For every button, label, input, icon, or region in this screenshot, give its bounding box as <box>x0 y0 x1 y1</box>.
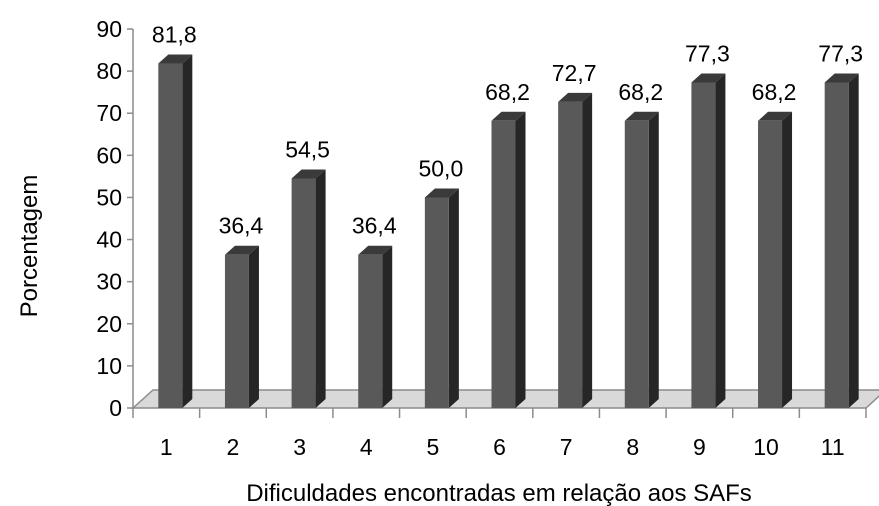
bar-top <box>291 169 326 179</box>
y-tick-label: 10 <box>96 353 122 379</box>
data-label: 36,4 <box>219 213 264 239</box>
bars <box>158 54 859 409</box>
bar-front <box>558 101 583 408</box>
bar-top <box>824 73 859 83</box>
x-tick-label: 3 <box>293 434 306 460</box>
bar-front <box>291 178 316 408</box>
bar-top <box>224 245 259 255</box>
bar <box>691 73 726 408</box>
bar-top <box>558 92 593 102</box>
data-labels: 81,8 36,4 54,5 36,4 50,0 68,2 72,7 68,2 77,3 68,2… <box>152 22 863 239</box>
data-label: 50,0 <box>418 155 463 181</box>
bar-front <box>424 197 449 408</box>
x-tick-label: 7 <box>560 434 573 460</box>
bar-side <box>848 73 859 408</box>
y-tick-label: 40 <box>96 227 122 253</box>
data-label: 77,3 <box>685 40 730 66</box>
x-axis-title: Dificuldades encontradas em relação aos … <box>246 480 752 506</box>
bar <box>158 54 193 408</box>
bar-side <box>515 111 526 409</box>
bar-side <box>182 54 193 408</box>
bar <box>491 111 526 409</box>
x-tick-label: 1 <box>160 434 173 460</box>
bar-top <box>691 73 726 83</box>
x-tick-label: 2 <box>227 434 240 460</box>
y-tick-label: 80 <box>96 58 122 84</box>
bar-front <box>624 120 649 409</box>
bar-top <box>624 111 659 121</box>
y-tick-label: 70 <box>96 100 122 126</box>
bar-side <box>382 245 393 408</box>
y-tick-label: 50 <box>96 184 122 210</box>
data-label: 68,2 <box>752 79 797 105</box>
y-axis-title: Porcentagem <box>16 175 43 318</box>
bar-side <box>248 245 259 408</box>
y-tick-label: 30 <box>96 269 122 295</box>
bar-side <box>782 111 793 409</box>
bar-top <box>158 54 193 64</box>
y-tick-label: 20 <box>96 311 122 337</box>
bar <box>824 73 859 408</box>
data-label: 72,7 <box>552 60 597 86</box>
bar-front <box>158 63 183 408</box>
bar <box>558 92 593 408</box>
bar <box>224 245 259 408</box>
bar-top <box>491 111 526 121</box>
x-tick-label: 10 <box>753 434 779 460</box>
data-label: 68,2 <box>485 79 530 105</box>
bar-top <box>758 111 793 121</box>
bar-front <box>224 254 249 408</box>
x-tick-label: 9 <box>693 434 706 460</box>
bar-front <box>491 120 516 409</box>
bar <box>291 169 326 408</box>
y-tick-label: 90 <box>96 16 122 42</box>
bar-front <box>691 82 716 408</box>
x-tick-label: 4 <box>360 434 373 460</box>
data-label: 36,4 <box>352 213 397 239</box>
data-label: 81,8 <box>152 22 197 48</box>
bar <box>424 188 459 408</box>
x-tick-label: 5 <box>426 434 439 460</box>
bar-front <box>358 254 383 408</box>
y-tick-label: 0 <box>109 395 122 421</box>
bar <box>358 245 393 408</box>
chart-axes: 0 10 20 30 40 50 60 70 80 90 1 2 3 4 5 6 7 8 9 10 11 <box>96 16 867 460</box>
x-tick-label: 11 <box>821 434 845 460</box>
bar <box>758 111 793 409</box>
bar-side <box>582 92 593 408</box>
x-tick-label: 6 <box>493 434 506 460</box>
bar-front <box>758 120 783 409</box>
data-label: 77,3 <box>818 40 863 66</box>
y-tick-label: 60 <box>96 142 122 168</box>
bar-side <box>715 73 726 408</box>
data-label: 54,5 <box>285 136 330 162</box>
bar-top <box>358 245 393 255</box>
bar-front <box>824 82 849 408</box>
bar <box>624 111 659 409</box>
bar-top <box>424 188 459 198</box>
data-label: 68,2 <box>618 79 663 105</box>
x-tick-label: 8 <box>626 434 639 460</box>
bar-side <box>448 188 459 408</box>
bar-side <box>648 111 659 409</box>
bar-side <box>315 169 326 408</box>
